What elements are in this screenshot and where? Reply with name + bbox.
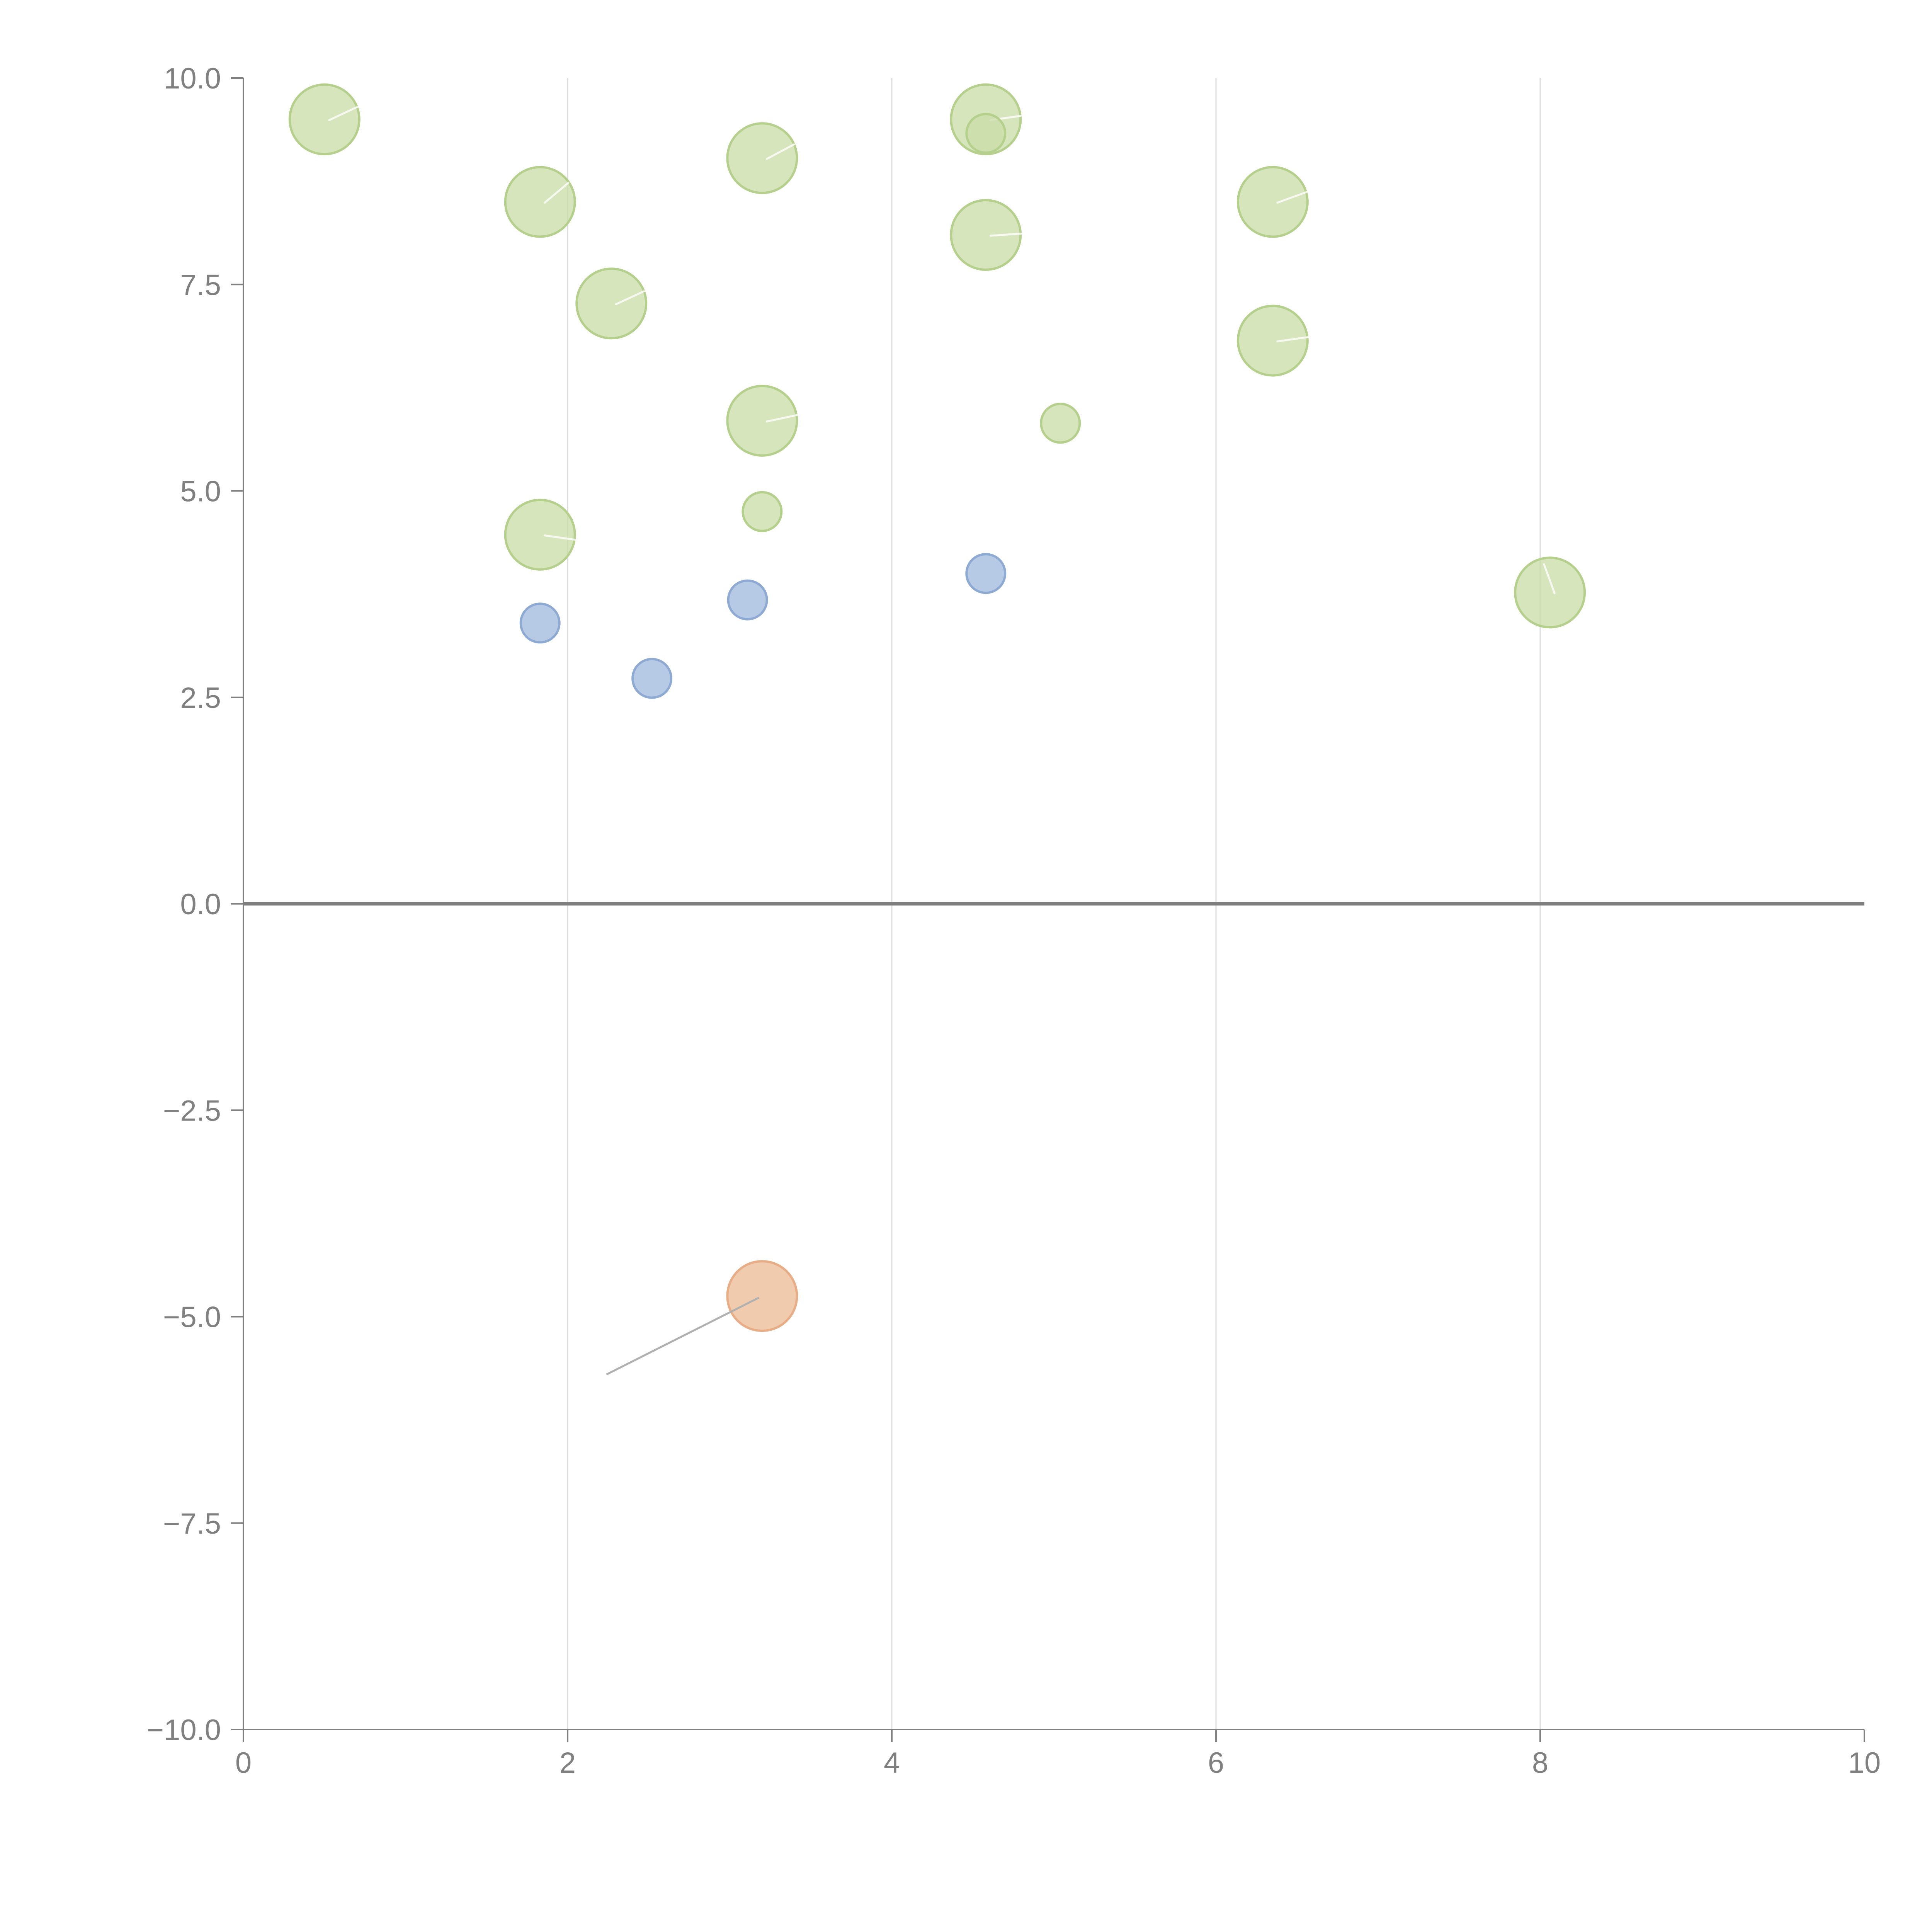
bubble-green-10: [1040, 403, 1081, 444]
bubble-green-12: [1236, 304, 1309, 377]
y-tick-label-4: 0.0: [180, 888, 221, 921]
bubble-highlight-11: [1276, 191, 1308, 204]
bubble-orange-0: [726, 1260, 798, 1332]
bubble-highlight-9: [989, 232, 1022, 237]
bubble-highlight-2: [615, 290, 645, 305]
bubble-highlight-13: [1543, 563, 1556, 594]
y-tick-label-0: 10.0: [164, 62, 221, 95]
axis-layer: [231, 77, 1865, 1742]
y-tick-label-7: −7.5: [163, 1507, 221, 1540]
y-tick-label-1: 7.5: [180, 269, 221, 301]
y-tick-label-6: −5.0: [163, 1301, 221, 1334]
annotation-layer: [606, 1297, 760, 1376]
bubble-highlight-1: [544, 182, 570, 204]
bubble-green-5: [742, 491, 783, 532]
bubble-green-13: [1514, 556, 1586, 629]
y-tick-label-5: −2.5: [163, 1094, 221, 1127]
annotation-leader-line-0: [606, 1297, 760, 1376]
bubble-green-1: [504, 166, 576, 238]
bubble-green-3: [726, 122, 798, 194]
y-tick-label-8: −10.0: [147, 1714, 221, 1747]
bubble-green-6: [504, 498, 576, 571]
tick-label-layer: 10.0 7.5 5.0 2.5 0.0 −2.5 −5.0 −7.5 −10.0 0 2 4 6 8 10: [147, 62, 1881, 1779]
bubble-highlight-12: [1276, 336, 1309, 343]
bubble-blue-3: [965, 553, 1007, 594]
bubble-green-2: [575, 267, 648, 340]
x-tick-label-5: 10: [1848, 1747, 1881, 1779]
x-tick-label-2: 4: [884, 1747, 900, 1779]
bubble-highlight-6: [544, 534, 577, 541]
x-tick-label-1: 2: [560, 1747, 576, 1779]
bubble-green-0: [288, 83, 361, 155]
bubble-highlight-4: [765, 414, 798, 423]
bubble-green-8: [965, 113, 1007, 154]
bubble-green-11: [1236, 166, 1309, 238]
bubble-blue-0: [519, 602, 561, 644]
bubble-green-4: [726, 384, 798, 457]
x-tick-label-3: 6: [1208, 1747, 1224, 1779]
bubble-green-9: [950, 199, 1022, 271]
x-tick-label-0: 0: [235, 1747, 252, 1779]
x-tick-label-4: 8: [1532, 1747, 1548, 1779]
bubble-highlight-0: [328, 106, 358, 121]
marks-layer: [288, 83, 1586, 1332]
y-tick-label-3: 2.5: [180, 682, 221, 714]
bubble-highlight-3: [765, 143, 795, 160]
bubble-blue-2: [727, 579, 768, 621]
bubble-blue-1: [631, 658, 673, 699]
y-tick-label-2: 5.0: [180, 475, 221, 508]
